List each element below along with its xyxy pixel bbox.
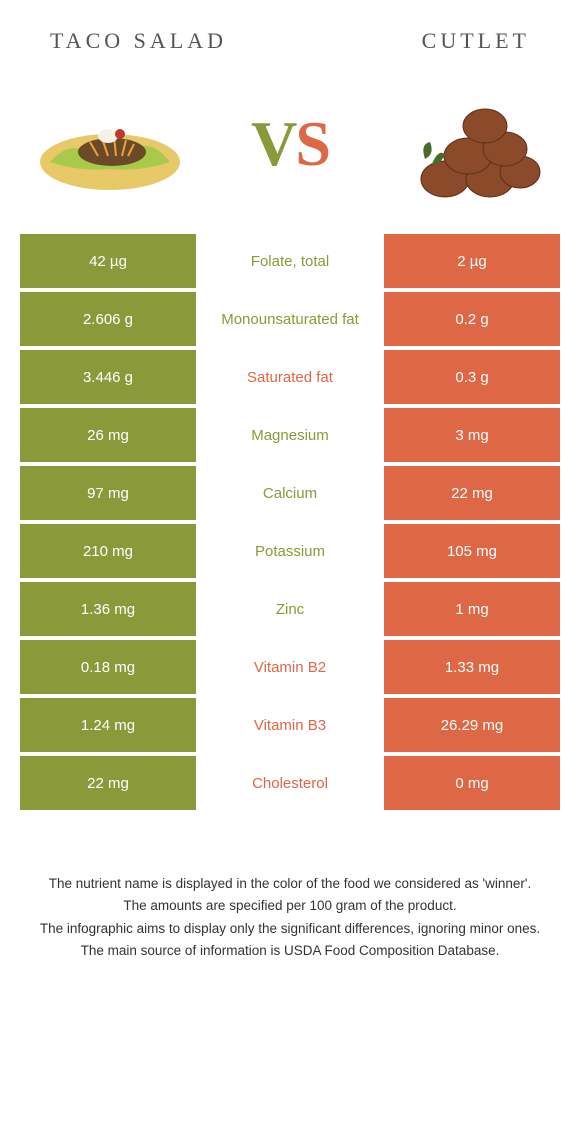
nutrient-row: 26 mgMagnesium3 mg bbox=[20, 408, 560, 462]
right-value: 22 mg bbox=[384, 466, 560, 520]
left-value: 1.36 mg bbox=[20, 582, 196, 636]
right-value: 0.3 g bbox=[384, 350, 560, 404]
footer-line: The main source of information is USDA F… bbox=[30, 941, 550, 961]
nutrient-row: 3.446 gSaturated fat0.3 g bbox=[20, 350, 560, 404]
nutrient-row: 42 µgFolate, total2 µg bbox=[20, 234, 560, 288]
left-value: 1.24 mg bbox=[20, 698, 196, 752]
taco-salad-image bbox=[30, 84, 190, 204]
nutrient-row: 1.36 mgZinc1 mg bbox=[20, 582, 560, 636]
right-value: 105 mg bbox=[384, 524, 560, 578]
nutrient-label: Zinc bbox=[196, 582, 384, 636]
vs-s: S bbox=[295, 108, 329, 179]
footer-line: The infographic aims to display only the… bbox=[30, 919, 550, 939]
left-value: 3.446 g bbox=[20, 350, 196, 404]
nutrient-label: Vitamin B2 bbox=[196, 640, 384, 694]
footer-notes: The nutrient name is displayed in the co… bbox=[0, 814, 580, 983]
left-value: 2.606 g bbox=[20, 292, 196, 346]
right-value: 3 mg bbox=[384, 408, 560, 462]
nutrient-label: Vitamin B3 bbox=[196, 698, 384, 752]
cutlet-image bbox=[390, 84, 550, 204]
right-value: 26.29 mg bbox=[384, 698, 560, 752]
footer-line: The nutrient name is displayed in the co… bbox=[30, 874, 550, 894]
nutrient-label: Cholesterol bbox=[196, 756, 384, 810]
nutrient-label: Calcium bbox=[196, 466, 384, 520]
left-value: 42 µg bbox=[20, 234, 196, 288]
nutrient-row: 2.606 gMonounsaturated fat0.2 g bbox=[20, 292, 560, 346]
right-value: 0.2 g bbox=[384, 292, 560, 346]
nutrient-label: Saturated fat bbox=[196, 350, 384, 404]
vs-v: V bbox=[251, 108, 295, 179]
nutrient-label: Folate, total bbox=[196, 234, 384, 288]
nutrient-row: 210 mgPotassium105 mg bbox=[20, 524, 560, 578]
left-value: 0.18 mg bbox=[20, 640, 196, 694]
nutrient-row: 22 mgCholesterol0 mg bbox=[20, 756, 560, 810]
left-value: 210 mg bbox=[20, 524, 196, 578]
left-value: 26 mg bbox=[20, 408, 196, 462]
nutrient-label: Magnesium bbox=[196, 408, 384, 462]
right-value: 1.33 mg bbox=[384, 640, 560, 694]
right-value: 1 mg bbox=[384, 582, 560, 636]
nutrient-table: 42 µgFolate, total2 µg2.606 gMonounsatur… bbox=[0, 234, 580, 810]
right-value: 2 µg bbox=[384, 234, 560, 288]
left-value: 97 mg bbox=[20, 466, 196, 520]
left-value: 22 mg bbox=[20, 756, 196, 810]
footer-line: The amounts are specified per 100 gram o… bbox=[30, 896, 550, 916]
vs-label: VS bbox=[251, 107, 329, 181]
nutrient-label: Monounsaturated fat bbox=[196, 292, 384, 346]
right-value: 0 mg bbox=[384, 756, 560, 810]
food-left-title: Taco salad bbox=[50, 28, 227, 54]
food-right-title: Cutlet bbox=[422, 28, 530, 54]
nutrient-row: 97 mgCalcium22 mg bbox=[20, 466, 560, 520]
nutrient-row: 0.18 mgVitamin B21.33 mg bbox=[20, 640, 560, 694]
nutrient-label: Potassium bbox=[196, 524, 384, 578]
nutrient-row: 1.24 mgVitamin B326.29 mg bbox=[20, 698, 560, 752]
